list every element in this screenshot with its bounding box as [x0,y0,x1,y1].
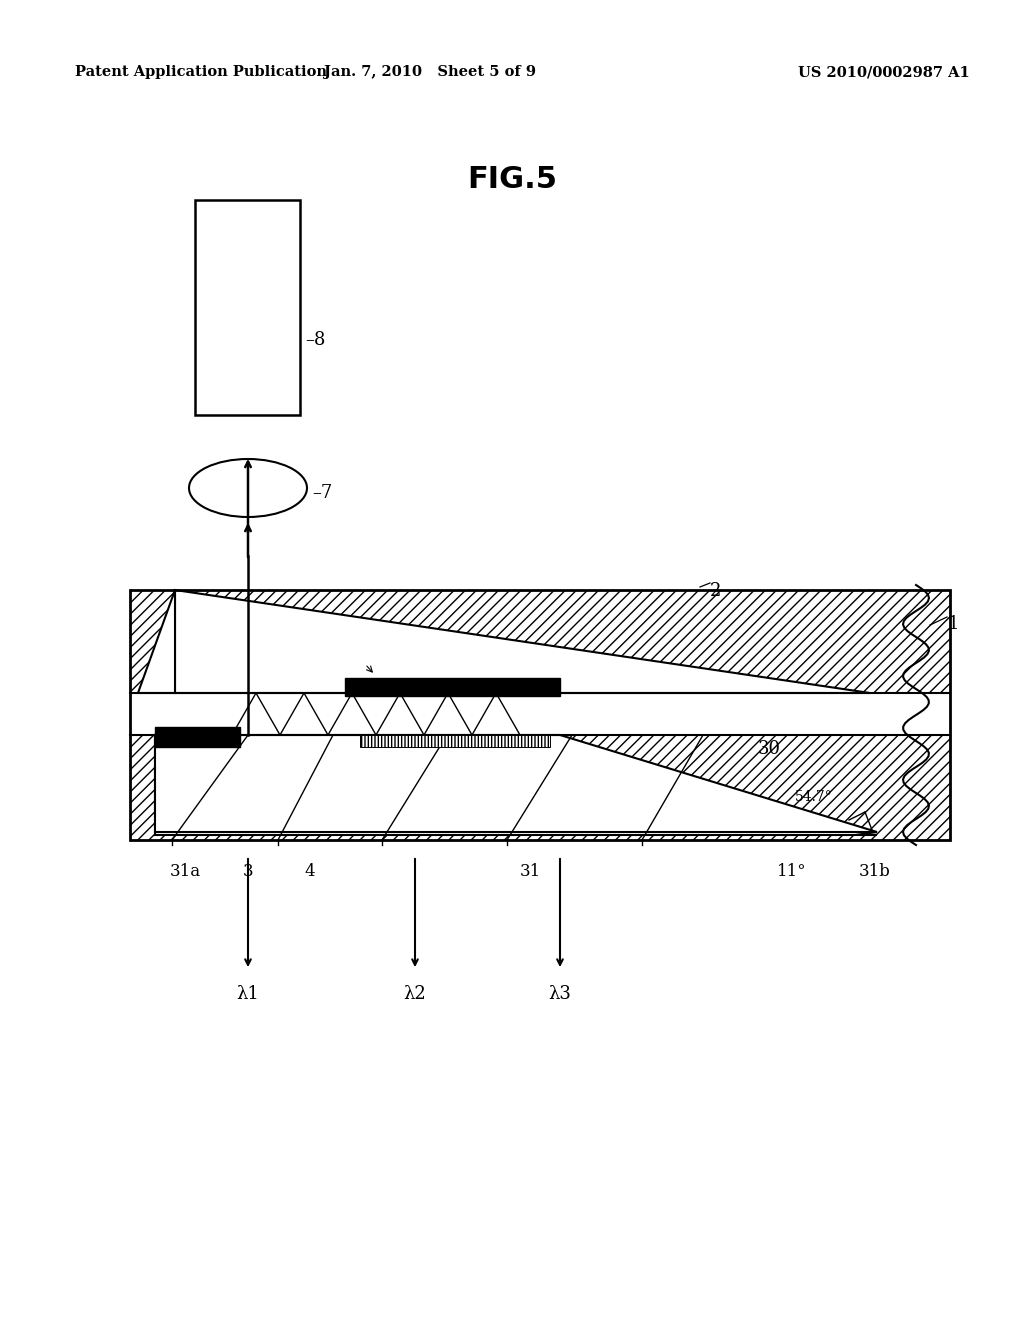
Text: 12: 12 [365,645,388,663]
Bar [130,590,950,693]
Text: 31: 31 [519,863,541,880]
Text: 1: 1 [948,615,959,634]
Text: 6: 6 [558,741,569,758]
Bar [345,678,560,696]
Polygon shape [138,590,175,693]
Text: 54.7°: 54.7° [795,789,833,804]
Ellipse shape [189,459,307,517]
Text: 31b: 31b [859,863,891,880]
Bar [130,590,950,840]
Polygon shape [155,735,877,836]
Text: –8: –8 [305,331,326,348]
Polygon shape [175,590,870,693]
Text: 11°: 11° [777,863,807,880]
Bar [195,201,300,414]
Text: 30: 30 [758,741,781,758]
Text: 2: 2 [710,582,721,601]
Text: Patent Application Publication: Patent Application Publication [75,65,327,79]
Bar [155,727,240,747]
Text: 31a: 31a [169,863,201,880]
Text: –7: –7 [312,484,332,502]
Text: λ1: λ1 [237,985,259,1003]
Text: 3: 3 [243,863,253,880]
Text: 4: 4 [305,863,315,880]
Text: λ3: λ3 [549,985,571,1003]
Text: Jan. 7, 2010   Sheet 5 of 9: Jan. 7, 2010 Sheet 5 of 9 [324,65,536,79]
Bar [130,693,950,735]
Bar [130,735,950,840]
Text: FIG.5: FIG.5 [467,165,557,194]
Text: λ2: λ2 [403,985,426,1003]
Bar [360,735,550,747]
Polygon shape [155,735,877,832]
Text: US 2010/0002987 A1: US 2010/0002987 A1 [799,65,970,79]
